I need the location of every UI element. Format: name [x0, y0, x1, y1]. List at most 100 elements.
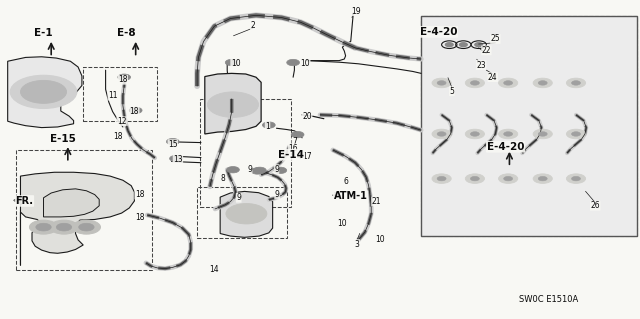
Circle shape	[437, 81, 446, 85]
Circle shape	[566, 174, 586, 183]
Bar	[200, 99, 291, 207]
Circle shape	[432, 174, 451, 183]
Text: E-4-20: E-4-20	[487, 142, 524, 152]
Bar	[16, 150, 152, 270]
Text: 18: 18	[130, 107, 139, 115]
Circle shape	[566, 129, 586, 139]
Text: E-1: E-1	[34, 28, 53, 39]
Polygon shape	[205, 73, 261, 134]
Circle shape	[287, 59, 300, 66]
Text: 10: 10	[300, 59, 310, 68]
Text: 13: 13	[173, 155, 183, 164]
Bar	[83, 67, 157, 121]
Circle shape	[504, 132, 513, 136]
Circle shape	[227, 167, 239, 173]
Circle shape	[504, 176, 513, 181]
Bar	[421, 16, 637, 115]
Circle shape	[504, 81, 513, 85]
Circle shape	[50, 220, 78, 234]
Text: 15: 15	[168, 140, 178, 149]
Circle shape	[56, 223, 72, 231]
Circle shape	[470, 81, 479, 85]
Polygon shape	[220, 191, 273, 237]
Circle shape	[533, 129, 552, 139]
Text: 26: 26	[590, 201, 600, 210]
Circle shape	[291, 131, 304, 138]
Text: 1: 1	[265, 122, 270, 130]
Circle shape	[10, 75, 77, 108]
Circle shape	[36, 223, 51, 231]
Circle shape	[432, 78, 451, 88]
Text: 18: 18	[118, 75, 127, 84]
Text: 7: 7	[292, 137, 297, 146]
Text: 18: 18	[113, 132, 122, 141]
Circle shape	[572, 132, 580, 136]
Circle shape	[274, 167, 287, 174]
Circle shape	[129, 107, 142, 114]
Circle shape	[29, 220, 58, 234]
Text: 21: 21	[372, 197, 381, 206]
Text: 9: 9	[275, 190, 280, 199]
Text: FR.: FR.	[15, 196, 33, 206]
Text: 16: 16	[288, 144, 298, 153]
Text: 11: 11	[108, 91, 117, 100]
Circle shape	[460, 43, 467, 47]
Text: 3: 3	[355, 240, 360, 249]
Text: 25: 25	[490, 34, 500, 43]
Circle shape	[572, 81, 580, 85]
Circle shape	[499, 129, 518, 139]
Circle shape	[79, 223, 94, 231]
Circle shape	[566, 78, 586, 88]
Text: 2: 2	[250, 21, 255, 30]
Circle shape	[533, 78, 552, 88]
Text: 17: 17	[302, 152, 312, 161]
Text: 10: 10	[337, 219, 347, 228]
Polygon shape	[8, 57, 82, 128]
Circle shape	[207, 92, 259, 117]
Bar	[421, 16, 637, 236]
Circle shape	[499, 174, 518, 183]
Text: ATM-1: ATM-1	[334, 191, 367, 201]
Circle shape	[432, 129, 451, 139]
Text: 18: 18	[135, 213, 144, 222]
Circle shape	[465, 174, 484, 183]
Circle shape	[72, 220, 100, 234]
Circle shape	[437, 176, 446, 181]
Text: 10: 10	[230, 59, 241, 68]
Circle shape	[437, 132, 446, 136]
Text: E-15: E-15	[50, 134, 76, 144]
Text: 10: 10	[375, 235, 385, 244]
Circle shape	[465, 129, 484, 139]
Circle shape	[470, 132, 479, 136]
Text: E-4-20: E-4-20	[420, 27, 457, 37]
Circle shape	[445, 43, 453, 47]
Circle shape	[538, 132, 547, 136]
Bar	[197, 187, 287, 238]
Circle shape	[170, 155, 182, 162]
Text: 23: 23	[476, 61, 486, 70]
Circle shape	[20, 80, 67, 103]
Text: E-14: E-14	[278, 150, 304, 160]
Circle shape	[253, 167, 266, 174]
Circle shape	[465, 78, 484, 88]
Text: 18: 18	[135, 190, 144, 199]
Text: 6: 6	[343, 177, 348, 186]
Text: 19: 19	[351, 7, 361, 16]
Circle shape	[533, 174, 552, 183]
Text: 20: 20	[302, 112, 312, 121]
Text: 8: 8	[220, 174, 225, 183]
Text: 9: 9	[247, 165, 252, 174]
Text: 4: 4	[297, 152, 302, 161]
Polygon shape	[44, 189, 99, 217]
Circle shape	[470, 176, 479, 181]
Text: 5: 5	[449, 87, 454, 96]
Circle shape	[572, 176, 580, 181]
Text: 14: 14	[209, 265, 220, 274]
Circle shape	[166, 138, 179, 145]
Text: 9: 9	[274, 165, 279, 174]
Circle shape	[538, 81, 547, 85]
Circle shape	[251, 168, 264, 174]
Text: 24: 24	[488, 73, 498, 82]
Text: 22: 22	[482, 46, 491, 55]
Circle shape	[499, 78, 518, 88]
